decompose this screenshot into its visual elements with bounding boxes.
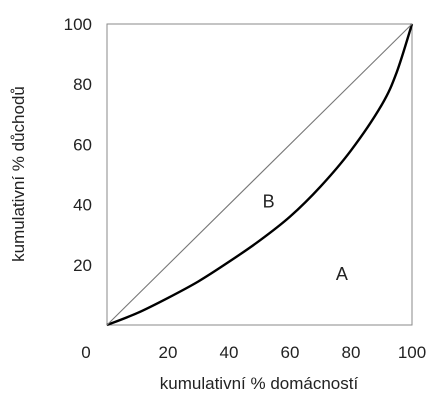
lorenz-curve-line <box>106 23 414 327</box>
y-tick-label: 100 <box>64 15 92 34</box>
x-axis-label: kumulativní % domácností <box>160 374 359 393</box>
y-tick-label: 40 <box>73 196 92 215</box>
region-label-a: A <box>336 264 348 284</box>
x-tick-label: 60 <box>281 343 300 362</box>
x-tick-label: 100 <box>398 343 426 362</box>
x-tick-label: 20 <box>159 343 178 362</box>
y-tick-label: 80 <box>73 75 92 94</box>
annotation-layer: BA <box>263 192 348 284</box>
y-axis-label: kumulativní % důchodů <box>9 86 28 262</box>
x-tick-label: 80 <box>342 343 361 362</box>
origin-tick-label: 0 <box>81 343 90 362</box>
series-layer <box>106 23 414 327</box>
y-tick-label: 60 <box>73 135 92 154</box>
equality-diagonal-line <box>106 23 413 326</box>
y-tick-label: 20 <box>73 256 92 275</box>
region-label-b: B <box>263 192 275 212</box>
tick-layer: 0 20 40 60 80 100 20 40 60 80 100 <box>64 15 427 362</box>
plot-frame <box>106 23 413 326</box>
x-tick-label: 40 <box>220 343 239 362</box>
